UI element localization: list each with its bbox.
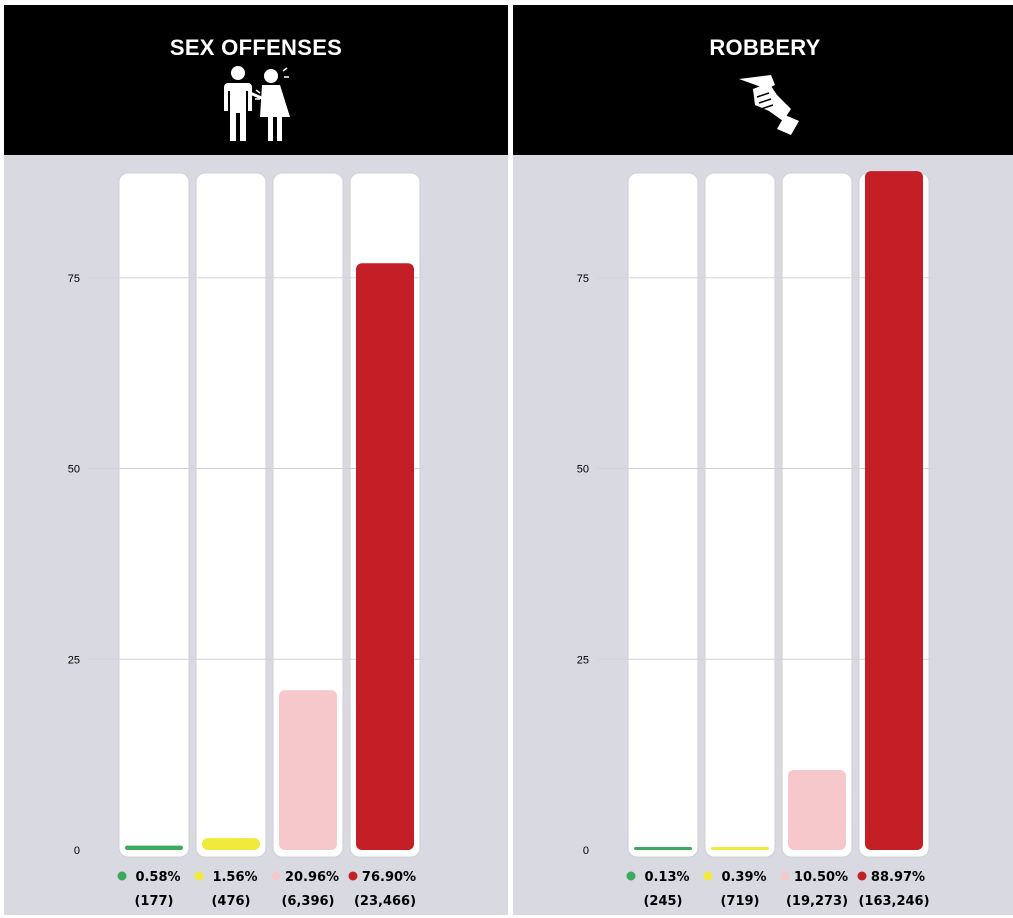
- bar-track: [704, 172, 776, 858]
- chart-title: SEX OFFENSES: [169, 35, 343, 60]
- bar: [788, 769, 846, 850]
- percent-label: 0.58%: [135, 870, 180, 885]
- chart-area: 0 25 50 75 0.58% (177) 1.56% (476) 20.96% (6,396)…: [68, 172, 424, 909]
- legend-dot: [117, 871, 127, 881]
- percent-label: 20.96%: [285, 870, 339, 885]
- y-tick-label: 50: [68, 464, 80, 476]
- bar-track: [272, 172, 344, 858]
- y-tick-label: 25: [68, 654, 80, 666]
- bar-track: [118, 172, 190, 858]
- bar: [279, 690, 337, 850]
- chart-panel-robbery: ROBBERY 0 25 50 75 0.13% (245) 0.39% (719) 10.50…: [513, 5, 1013, 915]
- legend-dot: [194, 871, 204, 881]
- chart-area: 0 25 50 75 0.13% (245) 0.39% (719) 10.50% (19,273…: [577, 171, 933, 909]
- y-tick-label: 75: [577, 273, 589, 285]
- y-tick-label: 0: [583, 845, 589, 857]
- bar: [711, 847, 769, 850]
- gun-icon: [739, 75, 799, 135]
- y-tick-label: 25: [577, 654, 589, 666]
- percent-label: 10.50%: [794, 870, 848, 885]
- count-label: (719): [720, 894, 759, 909]
- bar: [125, 845, 183, 850]
- legend-dot: [857, 871, 867, 881]
- count-label: (6,396): [281, 894, 334, 909]
- panel-header: ROBBERY: [513, 5, 1013, 155]
- count-label: (19,273): [786, 894, 848, 909]
- percent-label: 1.56%: [212, 870, 257, 885]
- legend-dot: [271, 871, 281, 881]
- count-label: (23,466): [354, 894, 416, 909]
- bar-track: [781, 172, 853, 858]
- assault-icon: [224, 66, 290, 141]
- panel-header: SEX OFFENSES: [4, 5, 508, 155]
- chart-title: ROBBERY: [709, 35, 821, 60]
- chart-panel-sex-offenses: SEX OFFENSES 0 25 50 75 0.58% (177) 1.56% (476)…: [4, 5, 508, 915]
- y-tick-label: 50: [577, 464, 589, 476]
- legend-dot: [626, 871, 636, 881]
- percent-label: 76.90%: [362, 870, 416, 885]
- y-tick-label: 0: [74, 845, 80, 857]
- percent-label: 0.39%: [721, 870, 766, 885]
- y-tick-label: 75: [68, 273, 80, 285]
- legend-dot: [348, 871, 358, 881]
- count-label: (245): [643, 894, 682, 909]
- legend-dot: [780, 871, 790, 881]
- count-label: (163,246): [858, 894, 929, 909]
- bar: [356, 263, 414, 850]
- count-label: (476): [211, 894, 250, 909]
- bar-track: [195, 172, 267, 858]
- bar: [202, 838, 260, 850]
- legend-dot: [703, 871, 713, 881]
- bar-track: [627, 172, 699, 858]
- percent-label: 88.97%: [871, 870, 925, 885]
- bar: [865, 171, 923, 850]
- percent-label: 0.13%: [644, 870, 689, 885]
- bar: [634, 847, 692, 850]
- count-label: (177): [134, 894, 173, 909]
